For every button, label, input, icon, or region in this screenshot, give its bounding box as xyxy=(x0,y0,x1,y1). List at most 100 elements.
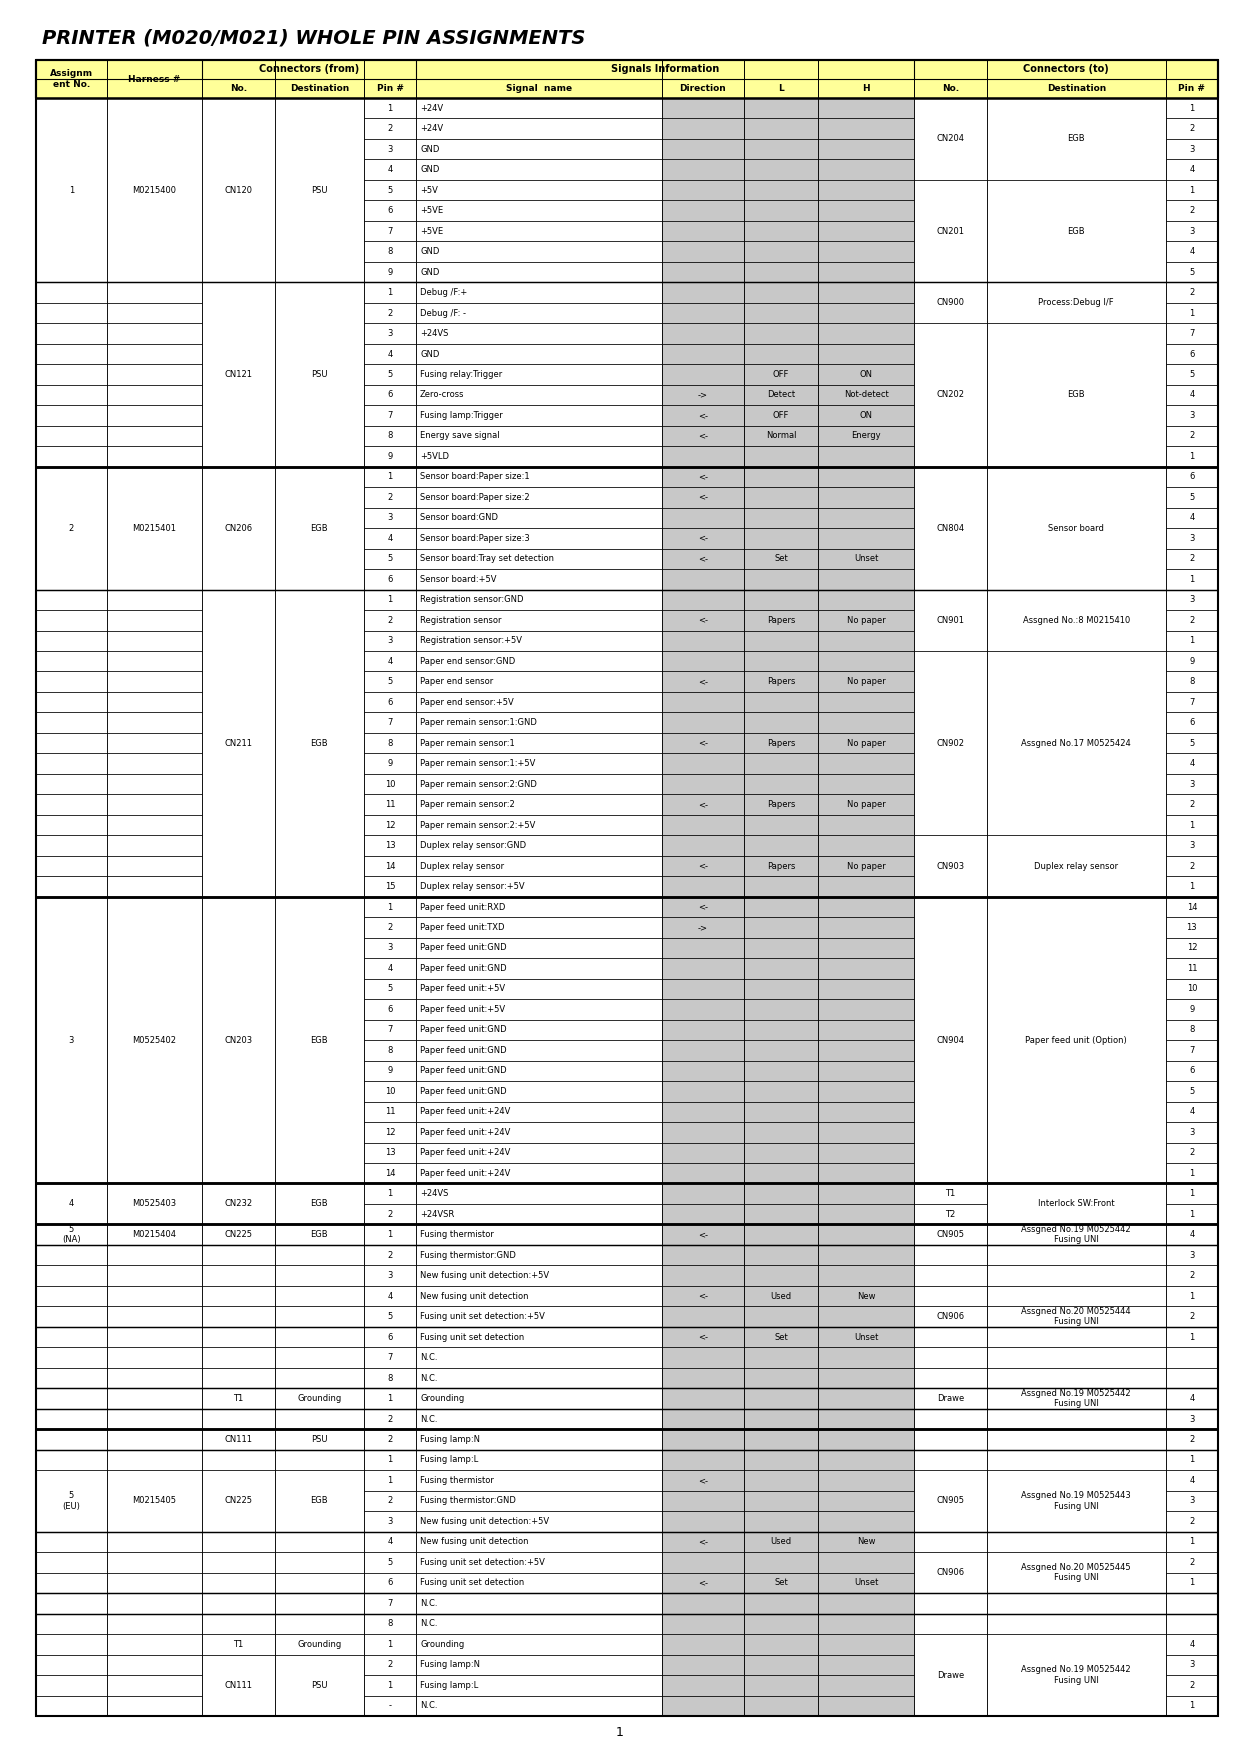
Bar xyxy=(1166,282,1218,303)
Text: 1: 1 xyxy=(616,1726,624,1738)
Text: 2: 2 xyxy=(387,923,393,931)
Bar xyxy=(662,568,744,589)
Bar xyxy=(1166,1491,1218,1512)
Text: <-: <- xyxy=(698,1538,708,1547)
Bar xyxy=(275,1470,363,1531)
Bar xyxy=(107,365,202,384)
Text: New fusing unit detection: New fusing unit detection xyxy=(420,1291,528,1301)
Bar xyxy=(744,1593,818,1614)
Bar xyxy=(744,712,818,733)
Text: 14: 14 xyxy=(1187,903,1197,912)
Bar xyxy=(202,1368,275,1389)
Bar xyxy=(363,754,417,774)
Bar xyxy=(275,1573,363,1593)
Bar xyxy=(36,1654,107,1675)
Text: 2: 2 xyxy=(387,125,393,133)
Bar xyxy=(914,1203,987,1224)
Text: 1: 1 xyxy=(1189,1333,1194,1342)
Bar xyxy=(987,835,1166,896)
Bar xyxy=(662,1019,744,1040)
Bar xyxy=(818,384,914,405)
Bar xyxy=(914,1451,987,1470)
Bar xyxy=(417,1080,662,1102)
Text: CN906: CN906 xyxy=(936,1312,965,1321)
Text: 9: 9 xyxy=(387,453,393,461)
Text: 1: 1 xyxy=(387,1475,393,1486)
Bar xyxy=(744,242,818,261)
Bar xyxy=(36,1573,107,1593)
Bar xyxy=(1166,242,1218,261)
Text: CN225: CN225 xyxy=(224,1496,253,1505)
Bar xyxy=(1166,754,1218,774)
Bar xyxy=(363,774,417,795)
Bar xyxy=(1166,1040,1218,1061)
Bar xyxy=(744,1654,818,1675)
Bar xyxy=(744,1000,818,1019)
Text: Paper feed unit:GND: Paper feed unit:GND xyxy=(420,965,507,973)
Text: Energy save signal: Energy save signal xyxy=(420,431,500,440)
Bar xyxy=(914,1286,987,1307)
Bar xyxy=(107,1326,202,1347)
Text: 8: 8 xyxy=(387,1619,393,1628)
Bar xyxy=(417,1286,662,1307)
Bar xyxy=(744,733,818,754)
Text: 11: 11 xyxy=(384,1107,396,1116)
Text: N.C.: N.C. xyxy=(420,1373,438,1382)
Bar xyxy=(744,1347,818,1368)
Text: 7: 7 xyxy=(387,717,393,728)
Text: No.: No. xyxy=(229,84,247,93)
Bar xyxy=(417,733,662,754)
Bar xyxy=(417,1224,662,1245)
Text: Registration sensor:GND: Registration sensor:GND xyxy=(420,595,523,605)
Text: <-: <- xyxy=(698,903,708,912)
Bar xyxy=(202,1408,275,1430)
Bar xyxy=(36,1552,107,1573)
Text: 5: 5 xyxy=(387,1312,393,1321)
Text: 5: 5 xyxy=(387,984,393,993)
Bar xyxy=(1166,1614,1218,1635)
Bar xyxy=(744,446,818,467)
Bar xyxy=(662,630,744,651)
Bar xyxy=(202,1552,275,1573)
Bar xyxy=(914,651,987,835)
Bar xyxy=(363,1123,417,1142)
Bar xyxy=(744,282,818,303)
Bar xyxy=(363,610,417,630)
Bar xyxy=(662,1326,744,1347)
Bar xyxy=(363,917,417,938)
Text: 1: 1 xyxy=(1189,453,1194,461)
Bar xyxy=(662,1430,744,1451)
Bar xyxy=(202,1307,275,1326)
Bar xyxy=(914,896,987,1184)
Bar xyxy=(818,691,914,712)
Bar xyxy=(107,1430,202,1451)
Bar xyxy=(202,1614,275,1635)
Text: 2: 2 xyxy=(387,1435,393,1444)
Text: 8: 8 xyxy=(1189,677,1194,686)
Bar xyxy=(818,1040,914,1061)
Bar xyxy=(987,1635,1166,1715)
Bar xyxy=(914,1184,987,1203)
Text: 3: 3 xyxy=(1189,595,1194,605)
Text: Connectors (from): Connectors (from) xyxy=(259,65,360,74)
Bar xyxy=(107,651,202,672)
Bar xyxy=(1166,1123,1218,1142)
Bar xyxy=(662,426,744,446)
Text: OFF: OFF xyxy=(773,370,790,379)
Bar xyxy=(987,1265,1166,1286)
Bar xyxy=(662,1552,744,1573)
Bar xyxy=(818,446,914,467)
Bar xyxy=(202,1573,275,1593)
Text: EGB: EGB xyxy=(310,1200,329,1209)
Bar xyxy=(36,446,107,467)
Bar xyxy=(818,816,914,835)
Bar xyxy=(275,1654,363,1715)
Bar xyxy=(1166,1368,1218,1389)
Bar xyxy=(417,1573,662,1593)
Text: Duplex relay sensor: Duplex relay sensor xyxy=(1034,861,1118,870)
Bar xyxy=(417,835,662,856)
Bar xyxy=(417,691,662,712)
Bar xyxy=(987,1307,1166,1326)
Text: Fusing lamp:Trigger: Fusing lamp:Trigger xyxy=(420,410,502,419)
Bar xyxy=(744,426,818,446)
